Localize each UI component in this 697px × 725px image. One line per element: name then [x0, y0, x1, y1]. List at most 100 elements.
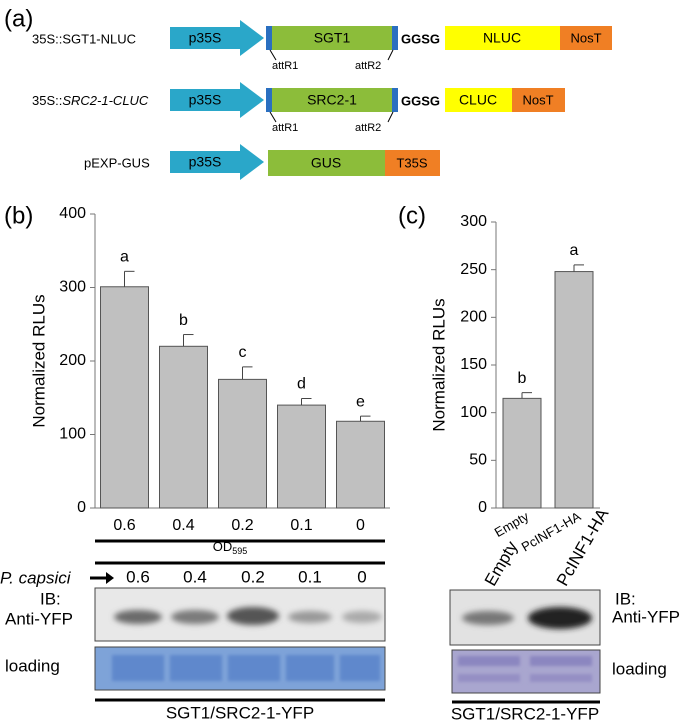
bar [218, 378, 267, 509]
construct-name: 35S::SRC2-1-CLUC [32, 93, 149, 108]
gene-box [272, 26, 392, 50]
att-pointer [269, 49, 277, 61]
significance-letter: a [120, 249, 129, 266]
att-label: attR2 [355, 122, 381, 134]
construct-name-prefix: 35S:: [32, 93, 62, 108]
x-tick-label: 0.6 [113, 517, 135, 534]
promoter: p35S [189, 154, 222, 170]
bar [554, 271, 594, 509]
y-tick-label: 300 [59, 279, 86, 296]
promoter: p35S [189, 30, 222, 46]
loading-bands [458, 656, 592, 682]
significance-letter: e [356, 393, 365, 410]
y-tick-label: 200 [460, 309, 487, 326]
y-axis-label: Normalized RLUs [29, 294, 48, 427]
tag-box [445, 26, 560, 50]
att-label: attR1 [272, 122, 298, 134]
significance-letter: a [570, 242, 579, 259]
bar [159, 345, 208, 509]
promoter-arrow [170, 82, 264, 118]
att-label: attR2 [355, 60, 381, 72]
dose-label: 0.2 [241, 567, 265, 586]
y-axis-label: Normalized RLUs [429, 298, 448, 431]
y-tick-label: 100 [460, 404, 487, 421]
x-tick-label: 0.4 [172, 517, 194, 534]
bar [277, 404, 326, 509]
x-tick-label: 0.1 [290, 517, 312, 534]
linker: GGSG [401, 93, 440, 108]
x-axis-label-sub: 595 [232, 546, 247, 556]
gene-box [268, 150, 385, 176]
panel-label: (a) [4, 5, 33, 32]
blot-right: Empty PcINF1-HA IB: Anti-YFP loading SGT… [449, 505, 680, 723]
construct-name: 35S::SGT1-NLUC [32, 31, 136, 46]
att-pointer [387, 49, 394, 61]
att-site [392, 88, 398, 112]
blot-left: P. capsici 0.6 0.4 0.2 0.1 0 IB: Anti-YF… [0, 539, 386, 722]
att-pointer [387, 111, 394, 123]
linker: GGSG [401, 31, 440, 46]
terminator: NosT [570, 30, 601, 45]
y-tick-label: 100 [59, 426, 86, 443]
terminator-box [385, 150, 440, 176]
tag: NLUC [483, 30, 521, 46]
bar [502, 397, 542, 509]
loading-label: loading [612, 659, 667, 678]
x-tick-label: 0.2 [231, 517, 253, 534]
caption: SGT1/SRC2-1-YFP [166, 703, 314, 722]
caption: SGT1/SRC2-1-YFP [451, 704, 599, 723]
y-tick-label: 50 [469, 452, 487, 469]
y-tick-label: 150 [460, 356, 487, 373]
construct: 35S::SGT1-NLUC p35S SGT1 attR1 attR2 GGS… [32, 20, 612, 72]
att-site [266, 88, 272, 112]
significance-letter: d [297, 376, 306, 393]
ib-label: IB: [615, 589, 636, 608]
x-tick-label: 0 [356, 517, 365, 534]
x-axis-label: OD595 [213, 539, 248, 556]
bar-chart: 0 50 100 150 200 250 300 Normalized RLUs b Empty a… [429, 213, 600, 554]
x-tick-label: Empty [492, 508, 532, 540]
tag: CLUC [459, 92, 497, 108]
tag-box [445, 88, 512, 112]
dose-label: 0 [357, 567, 366, 586]
y-tick-label: 200 [59, 352, 86, 369]
terminator: NosT [522, 92, 553, 107]
bar [336, 420, 385, 509]
bar [100, 286, 149, 509]
promoter-arrow [170, 20, 264, 56]
construct: pEXP-GUS p35S GUS T35S [84, 144, 440, 180]
promoter: p35S [189, 92, 222, 108]
panel-label: (c) [398, 202, 426, 229]
y-tick-label: 0 [478, 499, 487, 516]
dose-label: 0.4 [183, 567, 207, 586]
gene-box [272, 88, 392, 112]
y-tick-label: 300 [460, 213, 487, 230]
significance-letter: c [239, 344, 247, 361]
dose-label: 0.1 [298, 567, 322, 586]
gene: SRC2-1 [307, 92, 357, 108]
dose-label: 0.6 [126, 567, 150, 586]
significance-letter: b [518, 370, 527, 387]
antibody-label: Anti-YFP [612, 607, 680, 626]
terminator-box [512, 88, 565, 112]
significance-letter: b [179, 312, 188, 329]
x-axis-label-main: OD [213, 539, 233, 554]
construct: 35S::SRC2-1-CLUC p35S SRC2-1 attR1 attR2… [32, 82, 565, 134]
bands [462, 607, 592, 629]
y-tick-label: 0 [77, 499, 86, 516]
y-tick-label: 400 [59, 205, 86, 222]
ib-label: IB: [40, 589, 61, 608]
arrow-head [106, 572, 114, 584]
terminator-box [560, 26, 612, 50]
loading-bands [112, 655, 380, 681]
construct-name-italic: SRC2-1-CLUC [62, 93, 149, 108]
loading-label: loading [5, 656, 60, 675]
att-site [266, 26, 272, 50]
gene: GUS [311, 155, 341, 171]
construct-name: pEXP-GUS [84, 155, 150, 170]
bands [114, 607, 382, 625]
att-pointer [269, 111, 277, 123]
species: P. capsici [0, 568, 72, 587]
gene: SGT1 [314, 30, 351, 46]
